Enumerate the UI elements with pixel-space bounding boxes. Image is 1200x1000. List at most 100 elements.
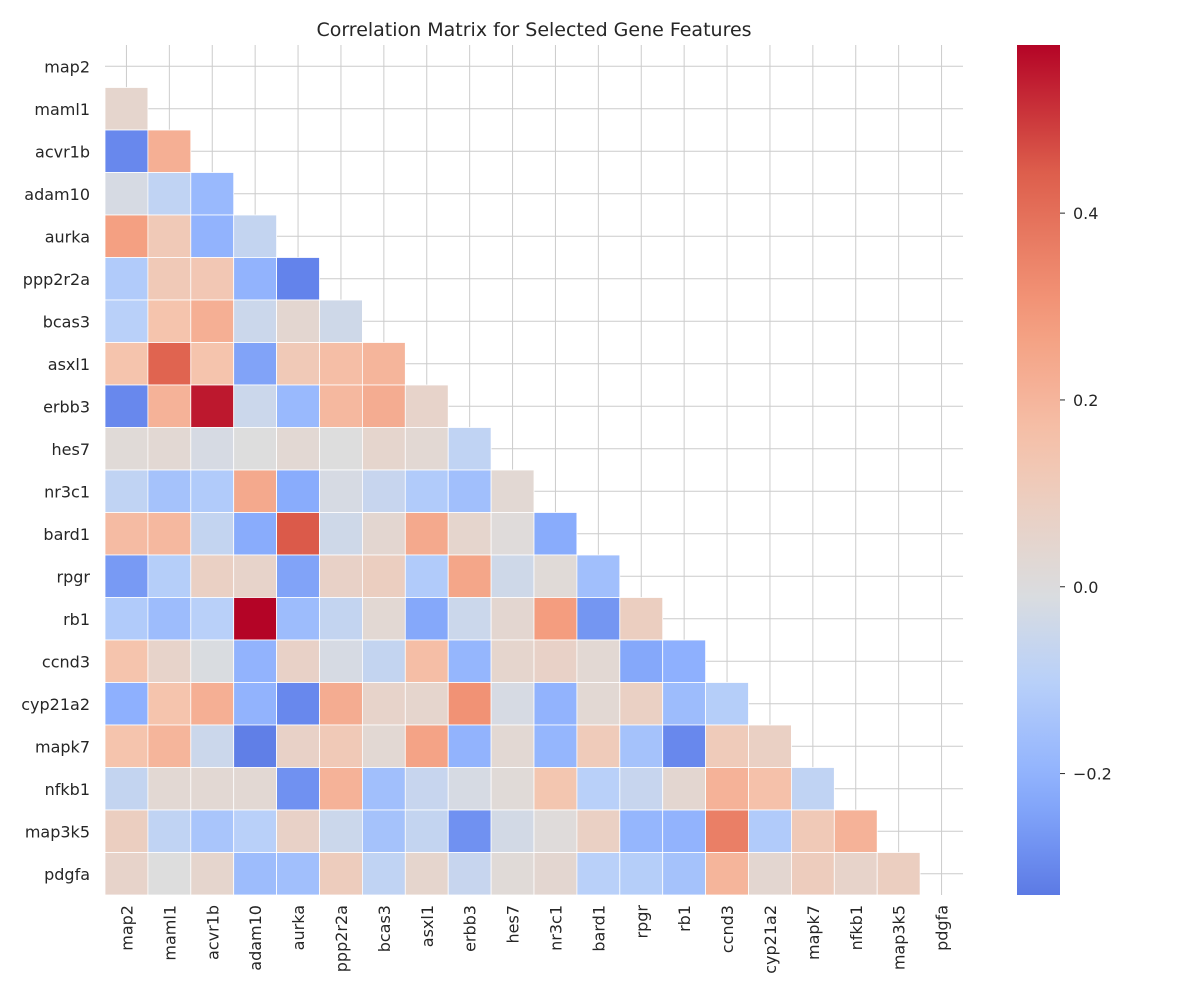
heatmap-cell <box>490 724 535 768</box>
chart-title: Correlation Matrix for Selected Gene Fea… <box>316 19 751 41</box>
x-tick-label: map3k5 <box>890 905 909 970</box>
x-tick-label: cyp21a2 <box>761 905 780 974</box>
y-tick-label: maml1 <box>34 100 90 119</box>
heatmap-cell <box>404 809 449 853</box>
x-tick-label: maml1 <box>160 905 179 961</box>
heatmap-cell <box>233 767 277 811</box>
heatmap-cell <box>576 597 621 641</box>
heatmap-cell <box>576 809 621 853</box>
heatmap-cell <box>104 427 149 471</box>
heatmap-cell <box>576 639 621 683</box>
heatmap-cell <box>319 767 363 811</box>
x-tick-label: erbb3 <box>461 905 480 952</box>
heatmap-cell <box>276 257 320 301</box>
y-tick-labels: map2 maml1 acvr1b adam10 aurka ppp2r2a bcas3 as… <box>21 57 90 884</box>
heatmap-cell <box>276 299 320 343</box>
heatmap-cell <box>619 809 664 853</box>
heatmap-cell <box>662 639 707 683</box>
heatmap-cell <box>147 427 192 471</box>
heatmap-cell <box>104 129 149 173</box>
heatmap-cell <box>490 809 535 853</box>
x-tick-label: nfkb1 <box>847 905 866 950</box>
x-tick-label: ppp2r2a <box>332 905 351 972</box>
heatmap-cell <box>276 682 320 726</box>
heatmap-cell <box>619 852 664 896</box>
heatmap-cell <box>404 682 449 726</box>
colorbar-ticks: 0.4 0.2 0.0 −0.2 <box>1060 204 1112 784</box>
heatmap-cell <box>147 342 192 386</box>
heatmap-cell <box>233 639 277 683</box>
heatmap-cell <box>619 724 664 768</box>
heatmap-cell <box>233 384 277 428</box>
heatmap-cell <box>147 809 192 853</box>
heatmap-cell <box>190 172 235 216</box>
heatmap-cell <box>190 257 235 301</box>
heatmap-cell <box>705 809 749 853</box>
heatmap-cell <box>104 639 149 683</box>
heatmap-cell <box>104 554 149 598</box>
y-tick-label: nr3c1 <box>44 482 90 501</box>
heatmap-cell <box>876 852 921 896</box>
heatmap-cell <box>748 767 792 811</box>
heatmap-cell <box>104 299 149 343</box>
y-tick-label: erbb3 <box>43 397 90 416</box>
heatmap-cell <box>190 342 235 386</box>
heatmap-cell <box>104 384 149 428</box>
heatmap-cell <box>447 724 492 768</box>
heatmap-cell <box>404 639 449 683</box>
heatmap-cell <box>662 682 707 726</box>
heatmap-cell <box>190 384 235 428</box>
x-tick-label: bard1 <box>589 905 608 952</box>
y-tick-label: bcas3 <box>43 312 90 331</box>
heatmap-cell <box>447 427 492 471</box>
heatmap-cell <box>233 597 277 641</box>
heatmap-cell <box>319 639 363 683</box>
heatmap-cell <box>576 852 621 896</box>
heatmap-cell <box>361 384 406 428</box>
heatmap-cell <box>276 767 320 811</box>
heatmap-cell <box>276 469 320 513</box>
heatmap-cell <box>404 427 449 471</box>
heatmap-cell <box>319 427 363 471</box>
heatmap-cell <box>490 639 535 683</box>
heatmap-cell <box>404 384 449 428</box>
heatmap-cell <box>233 342 277 386</box>
heatmap-cell <box>104 342 149 386</box>
y-tick-label: mapk7 <box>35 737 90 756</box>
heatmap-cell <box>104 597 149 641</box>
heatmap-cell <box>233 469 277 513</box>
y-tick-label: ppp2r2a <box>23 270 90 289</box>
heatmap-cell <box>276 809 320 853</box>
heatmap-cell <box>190 597 235 641</box>
heatmap-cell <box>533 852 578 896</box>
heatmap-cell <box>791 767 835 811</box>
heatmap-cell <box>147 512 192 556</box>
y-tick-label: asxl1 <box>48 355 90 374</box>
x-tick-label: mapk7 <box>804 905 823 960</box>
heatmap-cell <box>490 469 535 513</box>
heatmap-cell <box>748 724 792 768</box>
heatmap-cell <box>662 724 707 768</box>
heatmap-cell <box>104 724 149 768</box>
heatmap-cell <box>190 767 235 811</box>
heatmap-cell <box>104 682 149 726</box>
heatmap-cell <box>147 129 192 173</box>
heatmap-cell <box>662 809 707 853</box>
heatmap-cell <box>705 724 749 768</box>
heatmap-cell <box>361 852 406 896</box>
x-tick-label: pdgfa <box>933 905 952 951</box>
heatmap-cell <box>361 682 406 726</box>
heatmap-cell <box>190 469 235 513</box>
heatmap-cell <box>533 682 578 726</box>
y-tick-label: rb1 <box>63 610 90 629</box>
heatmap-cell <box>147 257 192 301</box>
heatmap-cell <box>361 342 406 386</box>
heatmap-cell <box>447 554 492 598</box>
x-tick-label: nr3c1 <box>547 905 566 951</box>
y-tick-label: pdgfa <box>44 865 90 884</box>
heatmap-cell <box>104 809 149 853</box>
heatmap-cell <box>104 852 149 896</box>
heatmap-cell <box>619 639 664 683</box>
heatmap-cell <box>104 172 149 216</box>
